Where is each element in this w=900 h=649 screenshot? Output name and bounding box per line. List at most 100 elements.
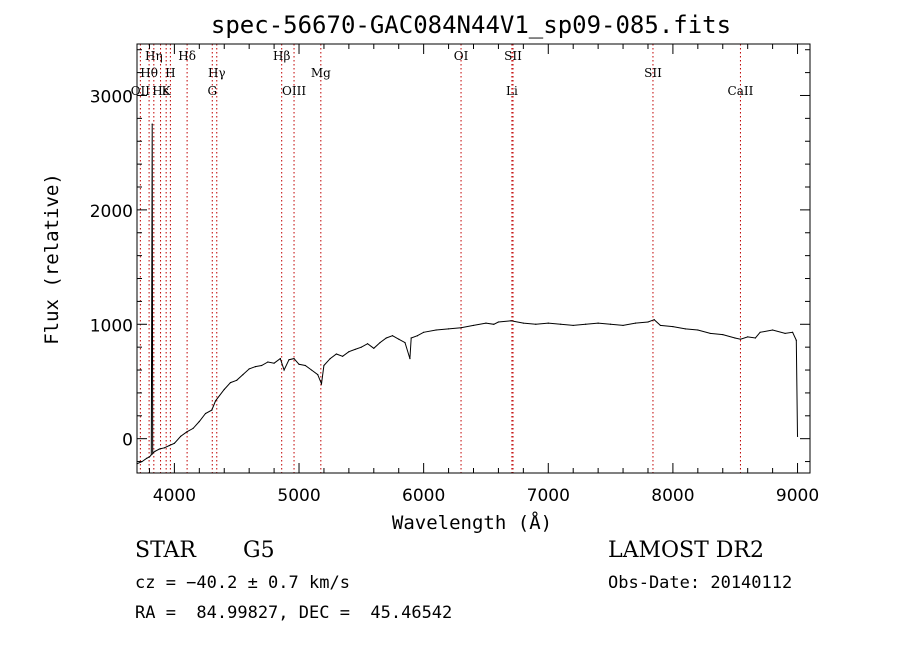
x-tick-label: 5000 [277,486,320,506]
data-point [335,353,338,355]
data-point [709,332,711,335]
plot-frame [136,43,811,474]
data-point [672,325,674,328]
data-point [261,364,263,367]
data-point [784,332,786,335]
data-point [211,409,213,411]
line-marker-label: OI [454,49,469,63]
coordinates-text: RA = 84.99827, DEC = 45.46542 [135,603,453,623]
line-marker-label: SII [504,49,522,63]
data-point [148,456,151,458]
data-point [229,382,232,384]
data-point [198,420,200,423]
line-marker-label: Hβ [273,49,290,63]
data-point [697,329,699,331]
data-point [497,321,500,323]
data-point [535,323,537,325]
data-point [659,324,662,327]
x-tick-label: 4000 [153,486,196,506]
y-tick-label: 3000 [90,87,133,107]
x-tick-label: 9000 [776,486,819,506]
data-point [248,368,250,370]
data-point [754,337,757,339]
data-point [647,321,649,323]
data-point [360,346,362,348]
data-point [151,123,153,125]
axis-ticks: 4000 5000 6000 7000 8000 9000 0 1000 2000 3000 [90,44,819,506]
line-marker-label: G [207,84,217,98]
data-point [410,337,412,339]
data-point [385,337,387,339]
data-point [348,351,350,353]
data-point [180,435,182,437]
data-point [684,328,686,330]
line-marker-label: Hδ [178,49,196,63]
data-point [373,347,375,349]
x-tick-label: 6000 [402,486,445,506]
x-tick-label: 8000 [651,486,694,506]
line-marker-label: Hγ [208,66,226,80]
x-axis-label: Wavelength (Å) [392,511,552,534]
data-point [423,331,425,333]
data-point [152,451,155,454]
velocity-text: cz = −40.2 ± 0.7 km/s [135,573,350,593]
data-point [279,358,281,360]
line-marker-label: Hε [152,84,169,98]
data-point [460,327,462,329]
data-point [214,400,217,402]
y-axis-label: Flux (relative) [41,173,63,345]
data-point [522,322,524,324]
data-point [560,323,562,325]
line-marker-label: Li [506,84,518,98]
data-point [320,383,323,385]
data-point [366,343,369,345]
line-marker-label: OII [131,84,151,98]
data-point [597,322,599,324]
data-point [298,363,300,365]
data-point [722,333,724,336]
data-point [146,457,148,459]
y-tick-label: 1000 [90,316,133,336]
data-point [572,324,574,327]
data-point [622,324,624,327]
data-point [223,388,225,391]
y-tick-label: 2000 [90,202,133,222]
data-point [409,358,411,360]
data-point [791,331,794,333]
line-marker-label: K [162,84,172,98]
data-point [317,374,319,376]
data-point [329,358,331,360]
subclass-label: G5 [243,538,275,563]
class-label: STAR [135,538,196,563]
data-point [242,374,244,376]
data-point [186,431,188,433]
line-marker-label: SII [644,66,662,80]
data-point [447,328,450,330]
line-markers: Hη Hθ OII Hε HK Hδ Hγ G Hβ OIII Mg OI SII Li SII CaII [131,44,754,473]
data-point [653,319,655,321]
data-point [204,412,207,415]
data-point [734,337,736,339]
data-point [168,444,171,447]
data-point [173,442,175,444]
data-point [236,379,238,381]
data-point [493,323,495,325]
data-point [404,341,406,344]
data-point [304,364,306,367]
data-point [510,320,512,322]
data-point [163,447,166,449]
data-point [609,323,612,325]
line-marker-label: CaII [728,84,754,98]
data-point [152,452,154,455]
data-point [323,364,325,367]
line-marker-label: Hη [145,49,163,63]
data-point [747,336,749,338]
data-point [288,359,290,361]
data-point [379,341,381,344]
data-point [354,348,356,351]
data-point [398,338,400,340]
data-point [759,331,761,333]
survey-label: LAMOST DR2 [608,538,764,563]
line-marker-label: Mg [311,66,331,80]
